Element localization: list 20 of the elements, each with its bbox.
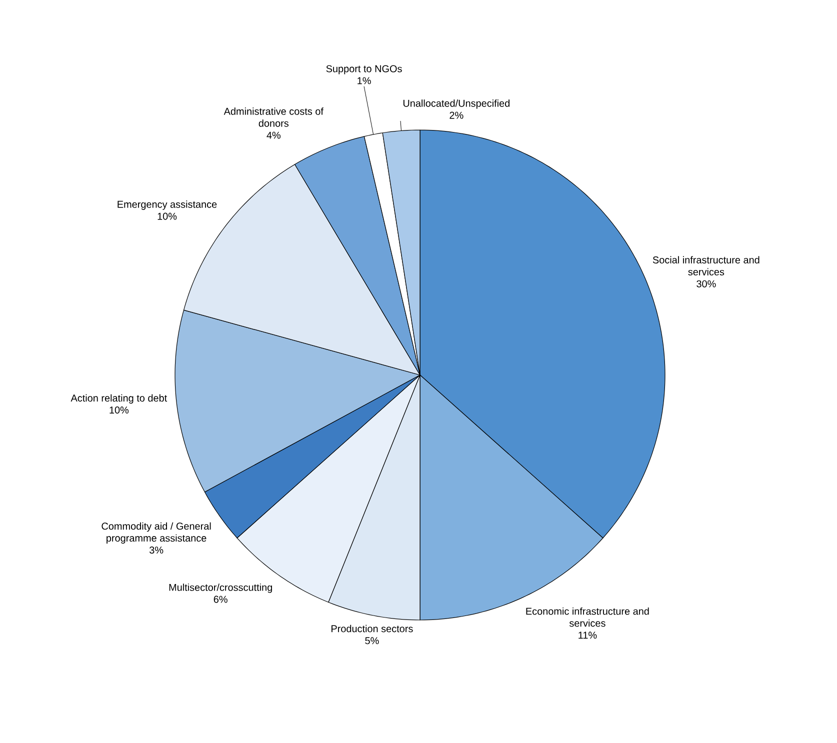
data-label: 10% bbox=[158, 212, 177, 220]
data-label: 30% bbox=[696, 280, 716, 288]
slice-label: Administrative costs of donors bbox=[224, 108, 324, 127]
slice-label: Support to NGOs bbox=[326, 65, 402, 74]
slice-label: Emergency assistance bbox=[118, 200, 217, 210]
data-label: 1% bbox=[358, 77, 371, 84]
data-label: 6% bbox=[214, 596, 228, 603]
slice-label: Action relating to debt bbox=[70, 394, 168, 404]
data-label: 10% bbox=[110, 406, 129, 414]
data-label: 2% bbox=[450, 112, 464, 119]
slice-label: Social infrastructure and services bbox=[652, 256, 760, 276]
slice-label: Production sectors bbox=[332, 624, 413, 632]
slice-label: Commodity aid / General programme assistance bbox=[102, 522, 211, 544]
data-label: 5% bbox=[365, 637, 379, 644]
data-label: 3% bbox=[149, 546, 164, 554]
slice-label: Multisector/crosscutting bbox=[169, 584, 272, 593]
slice-label: Unallocated/Unspecified bbox=[403, 100, 510, 109]
slice-label: Economic infrastructure and services bbox=[526, 607, 649, 627]
data-label: 11% bbox=[578, 632, 597, 639]
data-label: 4% bbox=[266, 132, 281, 139]
